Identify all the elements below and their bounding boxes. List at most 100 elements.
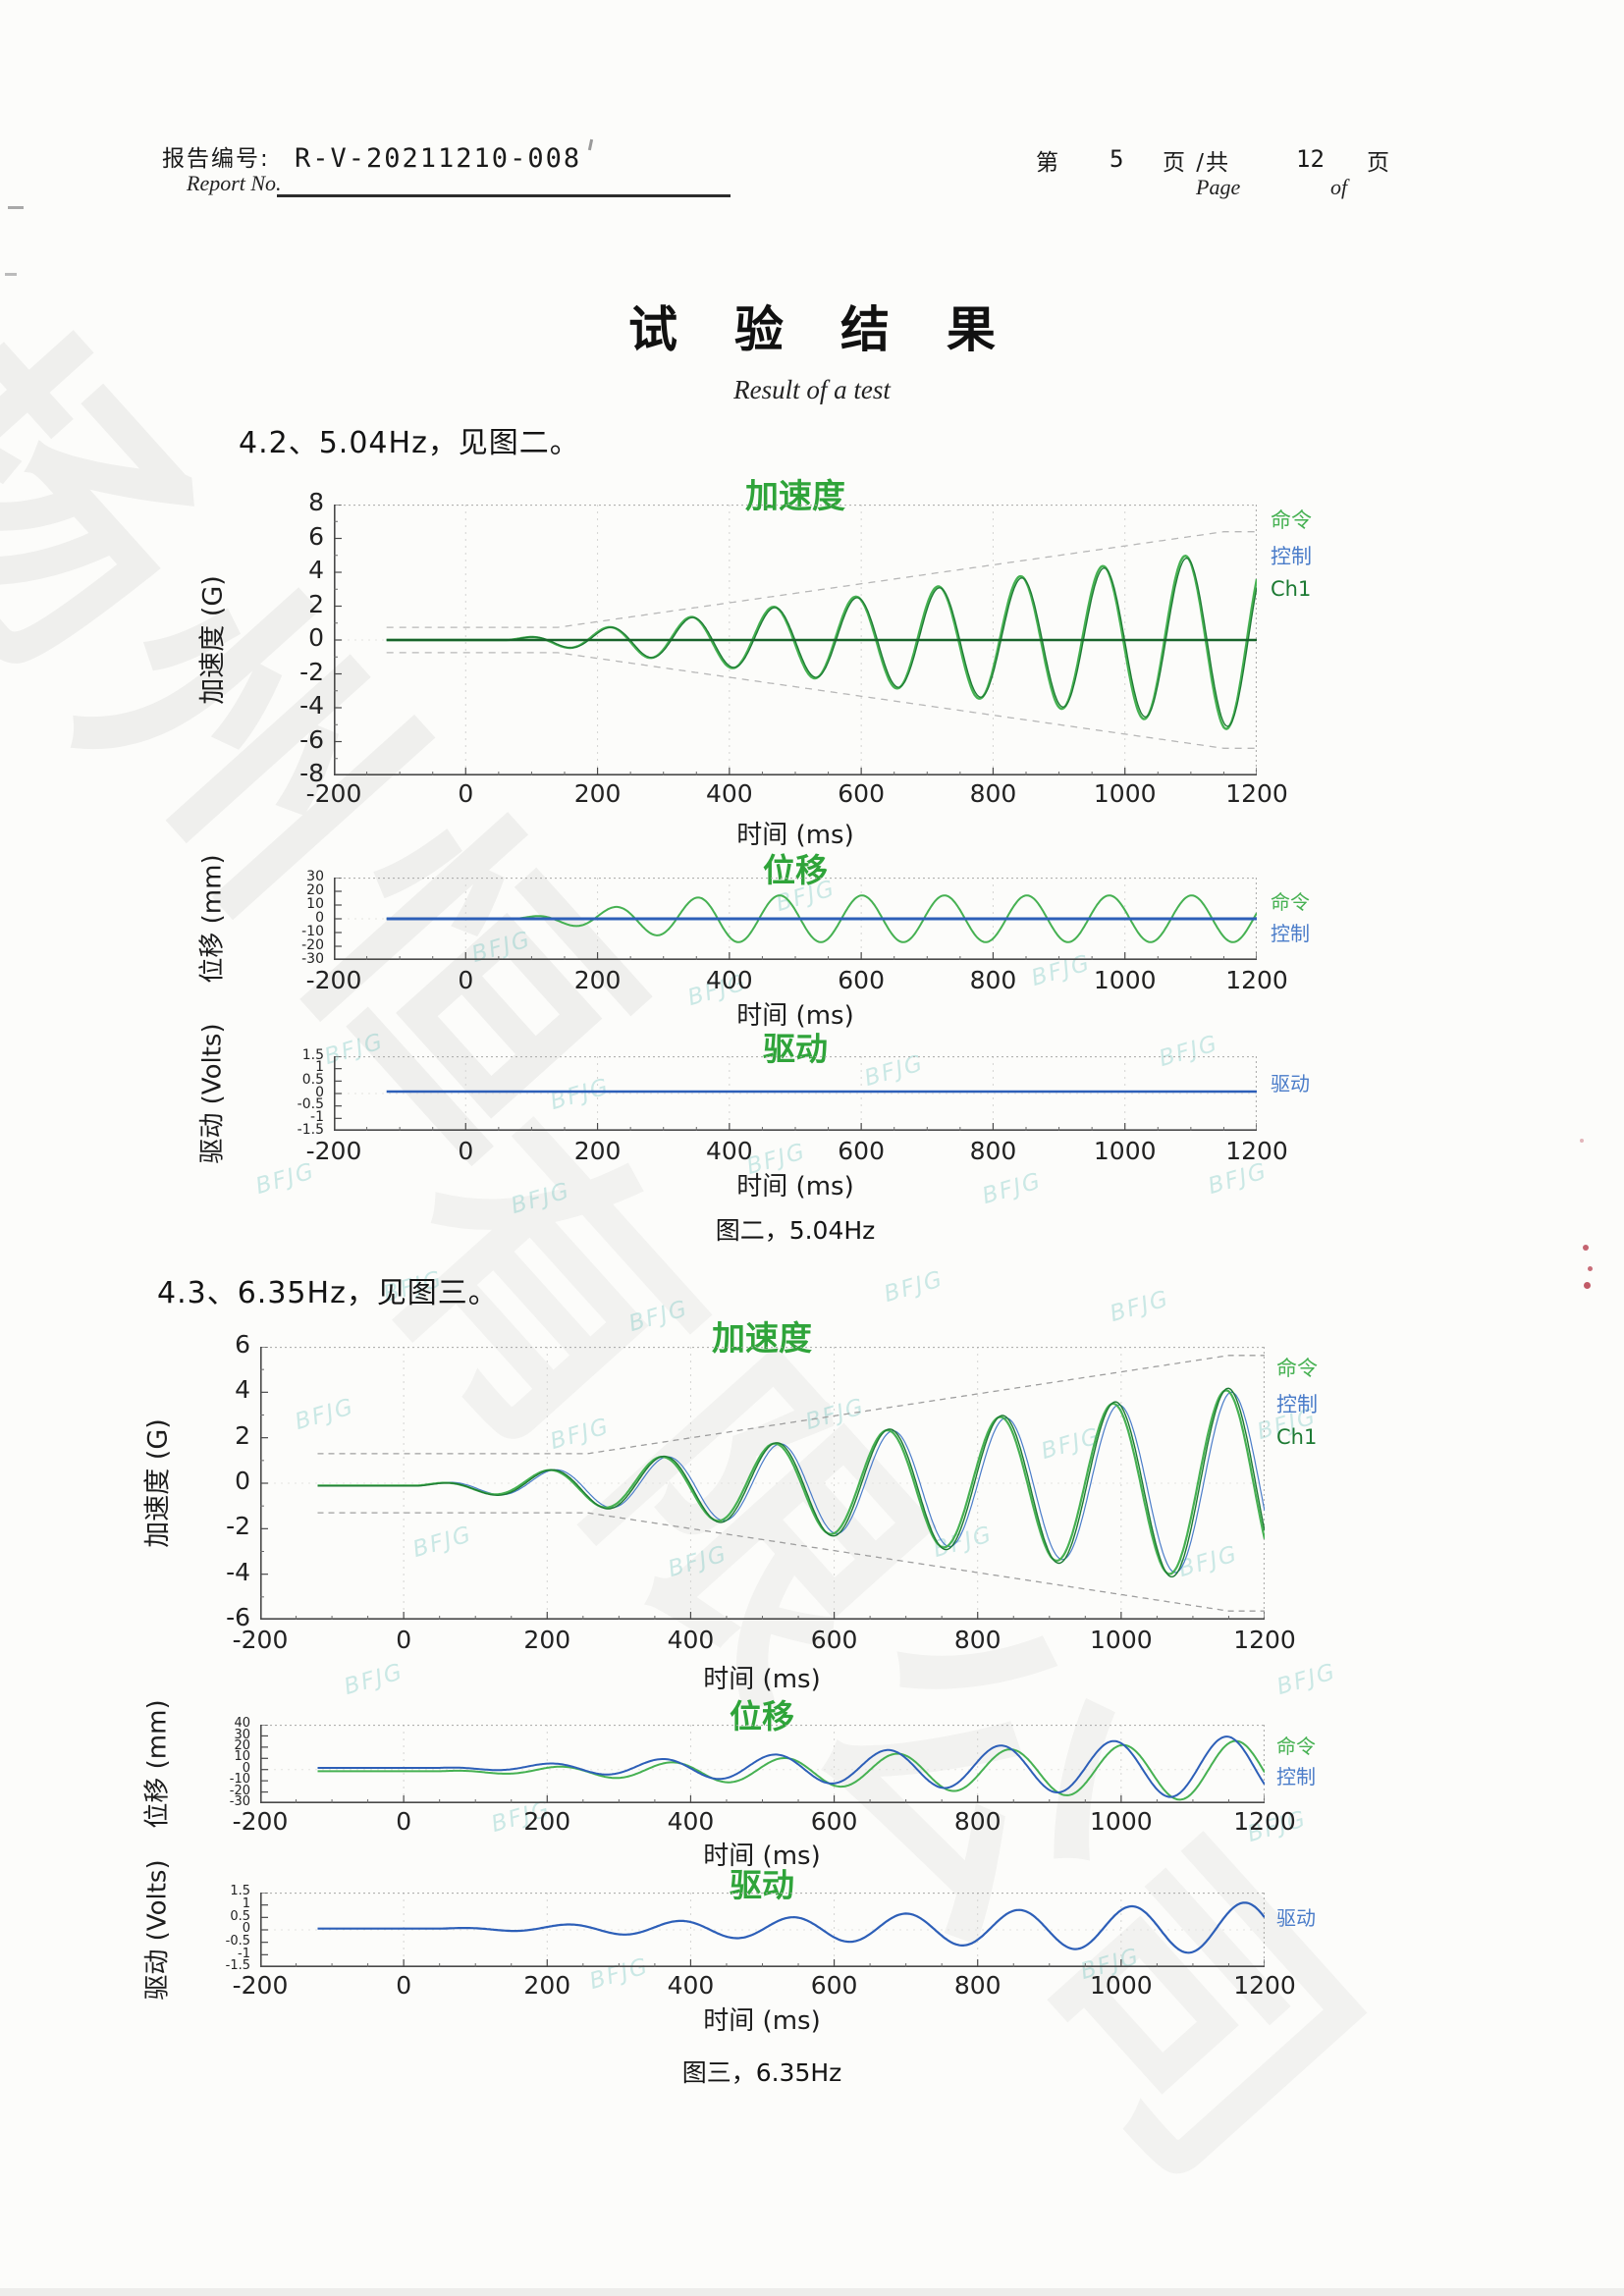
y-tick-label: 1 (242, 1896, 250, 1911)
fig3-displacement-series-control (317, 1735, 1265, 1798)
x-tick-label: -200 (305, 779, 362, 808)
fig3-drive-xlabel: 时间 (ms) (703, 2006, 821, 2036)
fig3-acceleration-legend-Ch1: Ch1 (1276, 1425, 1318, 1449)
page-label-suffix: 页 (1367, 150, 1391, 176)
page-total: 12 (1296, 145, 1325, 173)
x-tick-label: 800 (953, 1807, 1001, 1836)
x-tick-label: 400 (667, 1626, 715, 1654)
x-tick-label: 0 (458, 966, 474, 994)
fig3-acceleration-series-tolerance-lower (317, 1512, 1265, 1612)
fig3-displacement-xlabel: 时间 (ms) (703, 1842, 821, 1871)
y-tick-label: -6 (226, 1603, 250, 1631)
figure3-caption: 图三，6.35Hz (681, 2058, 842, 2087)
y-tick-label: 2 (235, 1420, 250, 1450)
fig2-acceleration-series-tolerance-upper (386, 531, 1257, 628)
bfjg-watermark: BFJG (881, 1266, 947, 1308)
y-tick-label: 4 (235, 1375, 250, 1405)
y-tick-label: 4 (308, 556, 324, 584)
y-tick-label: 0.5 (301, 1071, 324, 1088)
fig2-displacement-title: 位移 (763, 851, 828, 889)
x-tick-label: 200 (573, 779, 622, 808)
fig2-displacement-legend-命令: 命令 (1271, 890, 1310, 914)
fig2-acceleration-plot (334, 505, 1257, 775)
fig3-drive-title: 驱动 (730, 1866, 794, 1904)
x-tick-label: -200 (232, 1626, 289, 1654)
x-tick-label: 0 (396, 1807, 412, 1836)
y-tick-label: 6 (308, 521, 324, 551)
y-tick-label: -10 (229, 1772, 250, 1788)
fig3-drive-plot (260, 1893, 1265, 1967)
section-4-2: 4.2、5.04Hz，见图二。 (239, 426, 580, 460)
page-en-label: Page (1196, 175, 1241, 199)
fig2-displacement-xlabel: 时间 (ms) (736, 1001, 854, 1031)
y-tick-label: -1.5 (225, 1958, 250, 1974)
fig2-displacement-plot (334, 878, 1257, 960)
fig2-drive-legend-驱动: 驱动 (1271, 1072, 1310, 1095)
section-4-3: 4.3、6.35Hz，见图三。 (157, 1276, 499, 1310)
bfjg-watermark: BFJG (625, 1296, 692, 1337)
fig2-drive-ylabel: 驱动 (Volts) (197, 1023, 228, 1164)
y-tick-label: 8 (308, 488, 324, 516)
x-tick-label: 1200 (1225, 779, 1288, 808)
scan-mark (5, 273, 17, 276)
y-tick-label: 0 (315, 1084, 324, 1100)
x-tick-label: 1000 (1090, 1626, 1153, 1654)
x-tick-label: 800 (969, 779, 1017, 808)
x-tick-label: 800 (953, 1971, 1001, 2000)
fig2-acceleration-xlabel: 时间 (ms) (736, 821, 854, 850)
red-speck (1583, 1245, 1589, 1251)
y-tick-label: 0 (235, 1467, 250, 1495)
y-tick-label: 0.5 (230, 1908, 250, 1924)
scan-mark (8, 206, 24, 209)
y-tick-label: 6 (235, 1330, 250, 1359)
bfjg-watermark: BFJG (1273, 1659, 1340, 1700)
y-tick-label: -0.5 (297, 1096, 324, 1113)
x-tick-label: 800 (969, 1137, 1017, 1165)
y-tick-label: -10 (301, 923, 324, 939)
y-tick-label: -30 (301, 950, 324, 967)
fig3-displacement-plot (260, 1725, 1265, 1803)
scan-mark (587, 138, 594, 151)
fig2-acceleration-legend-Ch1: Ch1 (1271, 577, 1312, 601)
y-tick-label: -0.5 (225, 1933, 250, 1949)
y-tick-label: 30 (306, 868, 324, 884)
fig3-displacement-title: 位移 (730, 1697, 794, 1735)
x-tick-label: 200 (573, 966, 622, 994)
x-tick-label: 0 (396, 1971, 412, 2000)
x-tick-label: 400 (667, 1971, 715, 2000)
bfjg-watermark: BFJG (341, 1659, 407, 1700)
figure2-caption: 图二，5.04Hz (715, 1216, 876, 1245)
fig3-acceleration-series-control (317, 1391, 1265, 1574)
y-tick-label: 0 (242, 1921, 250, 1937)
fig2-displacement-ylabel: 位移 (mm) (197, 854, 228, 984)
fig3-acceleration-series-ch1 (317, 1387, 1265, 1578)
x-tick-label: 1200 (1225, 966, 1288, 994)
y-tick-label: -20 (229, 1783, 250, 1798)
page-title: 试验结果 (628, 300, 1053, 358)
page-number: 5 (1110, 145, 1124, 173)
y-tick-label: 30 (234, 1727, 250, 1742)
x-tick-label: -200 (232, 1971, 289, 2000)
y-tick-label: 0 (315, 909, 324, 926)
fig2-acceleration-series-ch1 (386, 557, 1257, 727)
bfjg-watermark: BFJG (1107, 1286, 1173, 1327)
fig3-displacement-legend-控制: 控制 (1276, 1765, 1316, 1789)
fig2-acceleration-ylabel: 加速度 (G) (197, 575, 229, 705)
x-tick-label: 200 (523, 1807, 571, 1836)
red-speck (1584, 1282, 1591, 1289)
fig2-displacement-legend-控制: 控制 (1271, 922, 1310, 945)
x-tick-label: 1200 (1225, 1137, 1288, 1165)
y-tick-label: -2 (299, 657, 324, 686)
y-tick-label: 1 (315, 1059, 324, 1076)
fig2-acceleration-title: 加速度 (745, 477, 845, 516)
fig3-drive-legend-驱动: 驱动 (1276, 1906, 1316, 1930)
bfjg-watermark: BFJG (508, 1178, 574, 1219)
page-label-prefix: 第 (1036, 150, 1060, 176)
fig3-acceleration-series-tolerance-upper (317, 1355, 1265, 1455)
x-tick-label: 0 (396, 1626, 412, 1654)
y-tick-label: -1 (310, 1108, 324, 1125)
y-tick-label: -30 (229, 1794, 250, 1810)
page-subtitle: Result of a test (733, 375, 891, 404)
fig3-acceleration-xlabel: 时间 (ms) (703, 1665, 821, 1694)
